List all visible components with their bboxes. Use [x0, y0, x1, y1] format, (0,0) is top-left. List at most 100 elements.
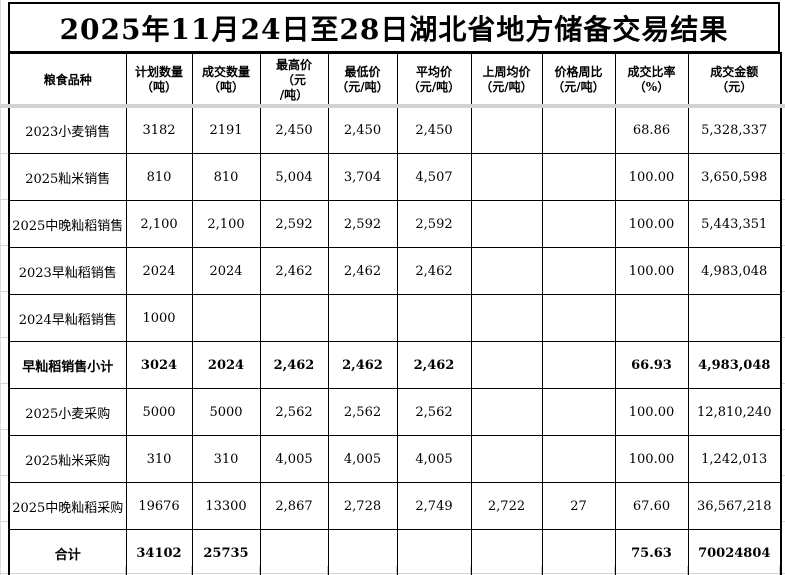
table-cell: 1,242,013 [687, 435, 782, 483]
table-cell: 2,450 [259, 106, 329, 154]
table-cell [470, 529, 543, 575]
table-cell: 5000 [125, 388, 193, 436]
table-cell: 34102 [125, 529, 193, 575]
table-cell [327, 529, 398, 575]
table-cell: 19676 [125, 482, 193, 530]
table-cell [470, 435, 543, 483]
table-cell: 2,562 [327, 388, 398, 436]
total-row: 合计 34102 25735 75.63 70024804 [8, 529, 782, 575]
table-cell [541, 247, 616, 295]
table-cell: 2,749 [396, 482, 472, 530]
header-row: 粮食品种 计划数量 （吨） 成交数量 （吨） 最高价 （元 /吨） 最低价 （元… [8, 52, 782, 107]
table-cell [396, 294, 472, 342]
table-cell [191, 294, 261, 342]
subtotal-row: 早籼稻销售小计 3024 2024 2,462 2,462 2,462 66.9… [8, 341, 782, 389]
table-cell: 36,567,218 [687, 482, 782, 530]
table-cell: 2024 [191, 247, 261, 295]
table-cell [327, 294, 398, 342]
table-row: 2023早籼稻销售 2024 2024 2,462 2,462 2,462 10… [8, 247, 782, 295]
table-cell: 4,005 [327, 435, 398, 483]
table-cell [470, 200, 543, 248]
table-cell: 2025小麦采购 [8, 388, 127, 436]
table-cell: 2,722 [470, 482, 543, 530]
table-cell: 100.00 [614, 247, 689, 295]
column-header: 粮食品种 [8, 52, 127, 107]
table-row: 2023小麦销售 3182 2191 2,450 2,450 2,450 68.… [8, 106, 782, 154]
table-cell: 2024 [125, 247, 193, 295]
table-cell: 3182 [125, 106, 193, 154]
table-cell: 310 [125, 435, 193, 483]
table-cell: 2024 [191, 341, 261, 389]
table-cell: 310 [191, 435, 261, 483]
table-cell: 2023早籼稻销售 [8, 247, 127, 295]
table-cell: 2025籼米采购 [8, 435, 127, 483]
table-row: 2025中晚籼稻销售 2,100 2,100 2,592 2,592 2,592… [8, 200, 782, 248]
table-cell: 4,983,048 [687, 341, 782, 389]
page-title: 2025年11月24日至28日湖北省地方储备交易结果 [8, 2, 780, 53]
table-cell [396, 529, 472, 575]
table-cell: 2,462 [327, 247, 398, 295]
table-cell: 2025籼米销售 [8, 153, 127, 201]
table-cell: 66.93 [614, 341, 689, 389]
table-cell [470, 153, 543, 201]
table-cell: 70024804 [687, 529, 782, 575]
column-header: 成交数量 （吨） [191, 52, 261, 107]
table-cell: 2,867 [259, 482, 329, 530]
table-cell: 2,728 [327, 482, 398, 530]
table-cell: 12,810,240 [687, 388, 782, 436]
table-cell: 3,704 [327, 153, 398, 201]
table-cell: 2,562 [259, 388, 329, 436]
column-header: 成交金额 （元） [687, 52, 782, 107]
table-cell: 4,005 [396, 435, 472, 483]
table-cell: 4,005 [259, 435, 329, 483]
table-cell [541, 200, 616, 248]
table-cell: 2,592 [327, 200, 398, 248]
table-cell: 100.00 [614, 200, 689, 248]
table-cell: 5,004 [259, 153, 329, 201]
table-cell: 25735 [191, 529, 261, 575]
table-cell: 3024 [125, 341, 193, 389]
table-cell [470, 106, 543, 154]
gridline-row-stubs-right [781, 108, 785, 566]
column-header: 平均价 （元/吨） [396, 52, 472, 107]
table-cell: 100.00 [614, 388, 689, 436]
freeze-pane-divider [0, 104, 785, 108]
gridline-row-stubs-left [0, 108, 8, 566]
table-cell: 810 [125, 153, 193, 201]
table-cell: 68.86 [614, 106, 689, 154]
table-cell [687, 294, 782, 342]
table-cell [259, 529, 329, 575]
table-cell: 100.00 [614, 153, 689, 201]
table-cell [470, 294, 543, 342]
table-cell [541, 106, 616, 154]
table-cell: 早籼稻销售小计 [8, 341, 127, 389]
table-cell: 2,450 [396, 106, 472, 154]
table-cell: 2,462 [259, 247, 329, 295]
table-cell: 合计 [8, 529, 127, 575]
table-cell [541, 388, 616, 436]
table-cell: 75.63 [614, 529, 689, 575]
table-cell: 2025中晚籼稻采购 [8, 482, 127, 530]
table-cell [470, 341, 543, 389]
table-cell: 67.60 [614, 482, 689, 530]
column-header: 计划数量 （吨） [125, 52, 193, 107]
table-cell [541, 341, 616, 389]
table-cell: 100.00 [614, 435, 689, 483]
table-cell: 2024早籼稻销售 [8, 294, 127, 342]
table-cell [541, 153, 616, 201]
table-row: 2024早籼稻销售 1000 [8, 294, 782, 342]
table-cell: 13300 [191, 482, 261, 530]
column-header: 最低价 （元/吨） [327, 52, 398, 107]
table-cell [541, 529, 616, 575]
table-cell [614, 294, 689, 342]
table-cell: 2023小麦销售 [8, 106, 127, 154]
table-cell: 27 [541, 482, 616, 530]
table-cell: 4,983,048 [687, 247, 782, 295]
table-cell: 1000 [125, 294, 193, 342]
table-cell: 4,507 [396, 153, 472, 201]
table-cell: 2,462 [396, 341, 472, 389]
table-cell: 2,100 [125, 200, 193, 248]
table-row: 2025籼米销售 810 810 5,004 3,704 4,507 100.0… [8, 153, 782, 201]
table-cell: 3,650,598 [687, 153, 782, 201]
